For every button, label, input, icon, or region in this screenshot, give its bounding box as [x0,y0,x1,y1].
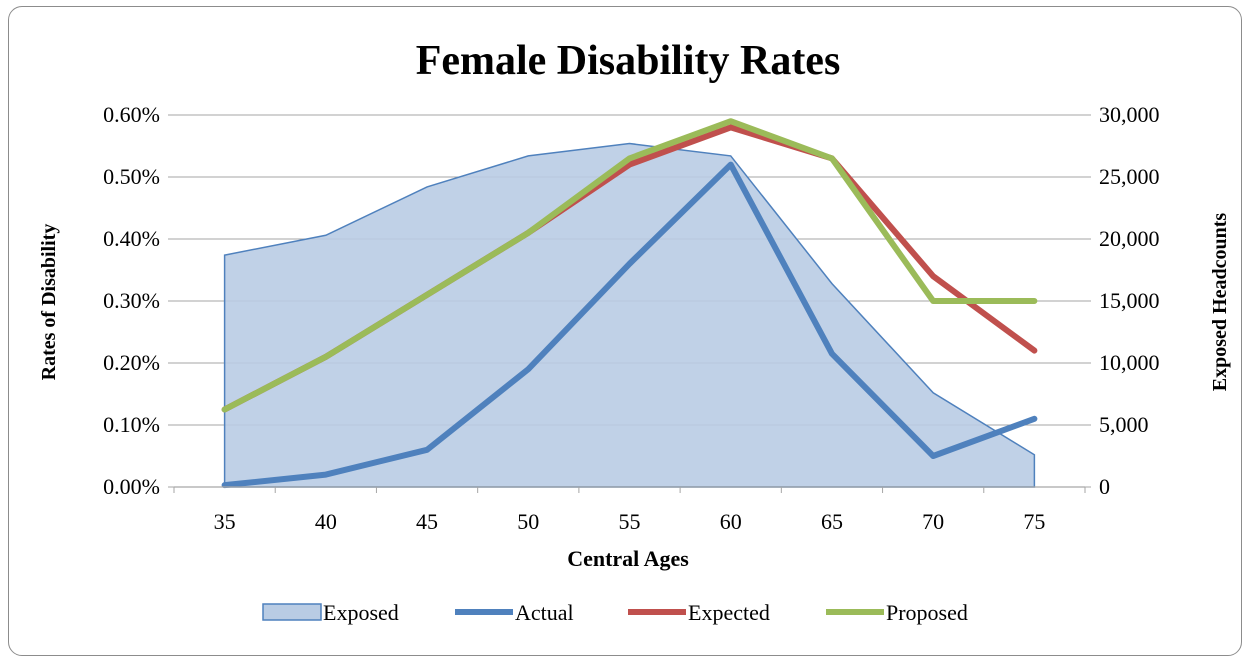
legend-label: Exposed [323,600,399,625]
x-tick-label: 75 [1023,509,1045,534]
x-tick-label: 60 [720,509,742,534]
line-actual [221,161,1038,489]
y2-tick-label: 5,000 [1099,412,1149,437]
y2-axis-label: Exposed Headcounts [1209,213,1231,392]
y2-tick-label: 0 [1099,474,1110,499]
y2-tick-label: 10,000 [1099,350,1160,375]
x-tick-label: 45 [416,509,438,534]
y-tick-label: 0.00% [103,474,160,499]
line-proposed [221,118,1038,413]
y2-tick-label: 25,000 [1099,164,1160,189]
x-tick-label: 65 [821,509,843,534]
legend-label: Expected [688,600,770,625]
area-series [223,142,1036,488]
y-tick-label: 0.20% [103,350,160,375]
legend-label: Actual [515,600,574,625]
chart-title: Female Disability Rates [416,38,841,84]
axes: 0.00% 0 0.10% 5,000 0.20% 10,000 0.30% 15,000 0.… [103,102,1159,534]
y-tick-label: 0.40% [103,226,160,251]
y2-tick-label: 30,000 [1099,102,1160,127]
y2-tick-label: 15,000 [1099,288,1160,313]
legend: Exposed Actual Expected Proposed [262,600,968,625]
x-tick-label: 50 [517,509,539,534]
legend-item-expected: Expected [628,600,770,625]
legend-item-proposed: Proposed [826,600,968,625]
y-axis-label: Rates of Disability [38,224,60,381]
area-exposed [223,142,1036,488]
y2-tick-label: 20,000 [1099,226,1160,251]
y-tick-label: 0.50% [103,164,160,189]
legend-label: Proposed [886,600,968,625]
y-tick-label: 0.10% [103,412,160,437]
y-tick-label: 0.60% [103,102,160,127]
x-tick-label: 55 [619,509,641,534]
x-tick-label: 35 [214,509,236,534]
legend-item-exposed: Exposed [262,600,399,625]
x-tick-label: 40 [315,509,337,534]
x-tick-label: 70 [922,509,944,534]
y-tick-label: 0.30% [103,288,160,313]
line-series [221,118,1038,489]
x-axis-label: Central Ages [567,546,689,571]
legend-swatch [262,603,322,621]
legend-item-actual: Actual [455,600,574,625]
